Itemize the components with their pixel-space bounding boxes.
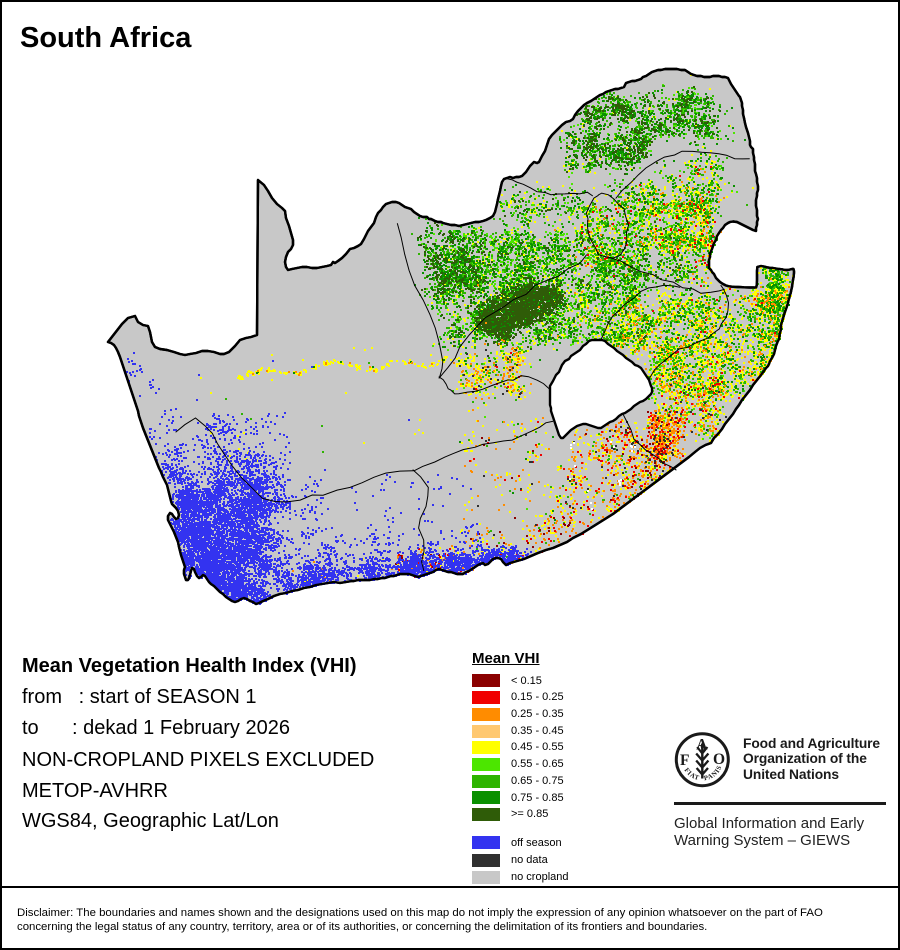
svg-text:F: F	[680, 752, 689, 769]
svg-text:O: O	[713, 751, 725, 768]
